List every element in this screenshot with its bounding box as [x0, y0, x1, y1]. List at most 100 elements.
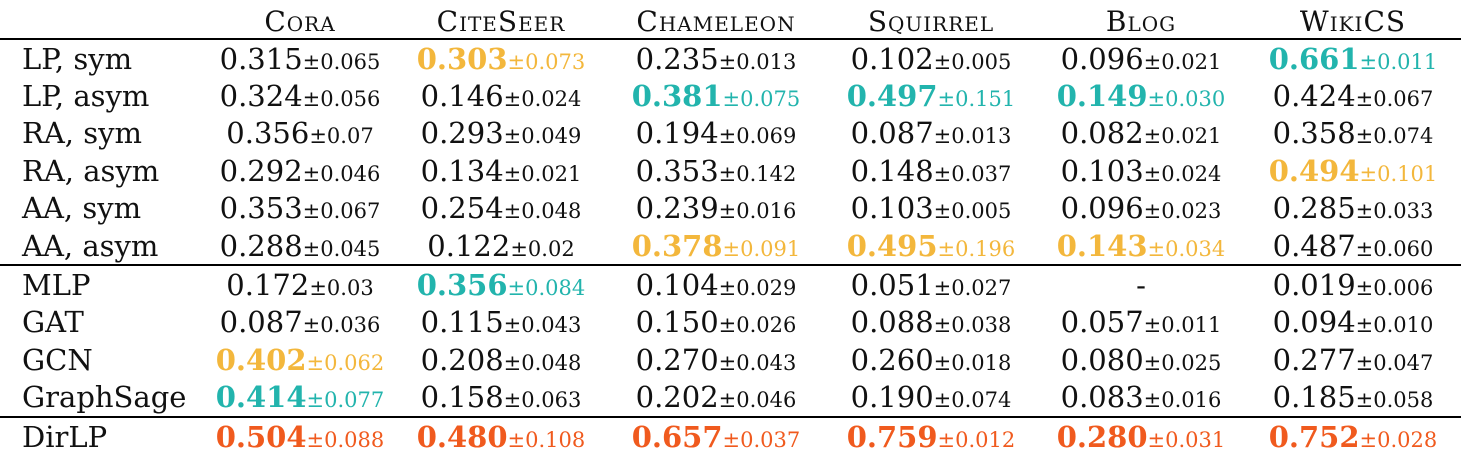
- result-cell: 0.315±0.065: [205, 37, 395, 78]
- result-value: 0.280±0.031: [1057, 420, 1226, 454]
- result-value: 0.194±0.069: [636, 116, 797, 150]
- result-cell: 0.657±0.037: [607, 415, 825, 455]
- result-cell: 0.414±0.077: [205, 379, 395, 417]
- result-value: 0.143±0.034: [1057, 229, 1226, 263]
- std-dev-value: ±0.016: [718, 199, 797, 224]
- result-value: 0.096±0.023: [1061, 191, 1222, 225]
- mean-value: 0.102: [850, 41, 934, 76]
- std-dev-value: ±0.031: [1147, 427, 1226, 452]
- result-cell: 0.080±0.025: [1037, 341, 1245, 378]
- mean-value: 0.402: [215, 342, 307, 377]
- std-dev-value: ±0.021: [1143, 49, 1222, 74]
- std-dev-value: ±0.011: [1359, 49, 1438, 74]
- results-table-body: LP, sym 0.315±0.065 0.303±0.073 0.235±0.013…: [0, 37, 1461, 455]
- std-dev-value: ±0.196: [937, 236, 1016, 261]
- mean-value: 0.285: [1272, 191, 1356, 226]
- std-dev-value: ±0.005: [933, 49, 1012, 74]
- mean-value: 0.494: [1268, 153, 1360, 188]
- result-value: 0.752±0.028: [1269, 420, 1438, 454]
- result-value: 0.324±0.056: [220, 79, 381, 113]
- result-value: 0.096±0.021: [1061, 42, 1222, 76]
- table-row: AA, sym 0.353±0.067 0.254±0.048 0.239±0.016…: [0, 190, 1461, 227]
- result-value: 0.504±0.088: [216, 420, 385, 454]
- result-cell: 0.254±0.048: [395, 190, 607, 227]
- std-dev-value: ±0.010: [1355, 313, 1434, 338]
- std-dev-value: ±0.026: [718, 313, 797, 338]
- std-dev-value: ±0.069: [718, 124, 797, 149]
- method-name: GraphSage: [22, 380, 187, 415]
- result-cell: 0.759±0.012: [825, 415, 1037, 455]
- mean-value: 0.088: [850, 305, 934, 340]
- dataset-header-squirrel: Squirrel: [867, 5, 995, 38]
- method-name: GCN: [22, 342, 93, 377]
- std-dev-value: ±0.011: [1143, 313, 1222, 338]
- std-dev-value: ±0.067: [1355, 87, 1434, 112]
- result-cell: 0.356±0.07: [205, 115, 395, 152]
- result-value: 0.103±0.024: [1061, 154, 1222, 188]
- mean-value: 0.194: [635, 116, 719, 151]
- result-cell: 0.104±0.029: [607, 264, 825, 304]
- result-cell: 0.280±0.031: [1037, 415, 1245, 455]
- result-value: 0.759±0.012: [847, 420, 1016, 454]
- result-value: 0.158±0.063: [421, 380, 582, 414]
- result-value: 0.292±0.046: [220, 154, 381, 188]
- std-dev-value: ±0.027: [933, 276, 1012, 301]
- std-dev-value: ±0.058: [1355, 388, 1434, 413]
- mean-value: 0.414: [215, 380, 307, 415]
- table-row: GCN 0.402±0.062 0.208±0.048 0.270±0.043 0.26…: [0, 341, 1461, 378]
- result-cell: 0.285±0.033: [1245, 190, 1461, 227]
- mean-value: 0.270: [635, 342, 719, 377]
- result-value: 0.497±0.151: [847, 79, 1016, 113]
- result-cell: 0.402±0.062: [205, 341, 395, 378]
- result-value: 0.288±0.045: [220, 229, 381, 263]
- result-value: 0.414±0.077: [216, 380, 385, 414]
- result-cell: 0.239±0.016: [607, 190, 825, 227]
- result-value: 0.353±0.067: [220, 191, 381, 225]
- result-cell: 0.202±0.046: [607, 379, 825, 417]
- dataset-header-chameleon: Chameleon: [636, 5, 796, 38]
- result-cell: 0.208±0.048: [395, 341, 607, 378]
- mean-value: 0.657: [631, 419, 723, 454]
- mean-value: 0.303: [416, 41, 508, 76]
- result-cell: 0.103±0.005: [825, 190, 1037, 227]
- mean-value: 0.083: [1060, 380, 1144, 415]
- result-value: 0.285±0.033: [1273, 191, 1434, 225]
- result-cell: 0.487±0.060: [1245, 227, 1461, 265]
- dataset-header-citeseer: CiteSeer: [436, 5, 566, 38]
- mean-value: 0.292: [219, 153, 303, 188]
- result-cell: 0.235±0.013: [607, 37, 825, 78]
- header-row: Cora CiteSeer Chameleon Squirrel Blog Wi…: [0, 0, 1461, 39]
- std-dev-value: ±0.046: [718, 388, 797, 413]
- mean-value: 0.752: [1268, 419, 1360, 454]
- mean-value: 0.208: [420, 342, 504, 377]
- result-value: 0.019±0.006: [1273, 268, 1434, 302]
- method-name: AA, sym: [22, 191, 142, 226]
- result-cell: 0.088±0.038: [825, 304, 1037, 341]
- result-value: 0.057±0.011: [1061, 305, 1222, 339]
- std-dev-value: ±0.088: [306, 427, 385, 452]
- mean-value: 0.158: [420, 380, 504, 415]
- result-cell: 0.094±0.010: [1245, 304, 1461, 341]
- result-cell: 0.122±0.02: [395, 227, 607, 265]
- std-dev-value: ±0.045: [302, 236, 381, 261]
- std-dev-value: ±0.063: [503, 388, 582, 413]
- result-cell: 0.083±0.016: [1037, 379, 1245, 417]
- result-value: 0.172±0.03: [226, 268, 373, 302]
- mean-value: 0.190: [850, 380, 934, 415]
- std-dev-value: ±0.016: [1143, 388, 1222, 413]
- std-dev-value: ±0.037: [722, 427, 801, 452]
- mean-value: 0.497: [846, 79, 938, 114]
- result-cell: 0.134±0.021: [395, 152, 607, 189]
- mean-value: 0.094: [1272, 305, 1356, 340]
- result-cell: 0.292±0.046: [205, 152, 395, 189]
- mean-value: 0.082: [1060, 116, 1144, 151]
- std-dev-value: ±0.038: [933, 313, 1012, 338]
- std-dev-value: ±0.018: [933, 350, 1012, 375]
- mean-value: 0.293: [420, 116, 504, 151]
- result-cell: 0.103±0.024: [1037, 152, 1245, 189]
- std-dev-value: ±0.07: [309, 124, 374, 149]
- result-value: 0.150±0.026: [636, 305, 797, 339]
- result-cell: 0.277±0.047: [1245, 341, 1461, 378]
- result-cell: 0.190±0.074: [825, 379, 1037, 417]
- result-value: 0.254±0.048: [421, 191, 582, 225]
